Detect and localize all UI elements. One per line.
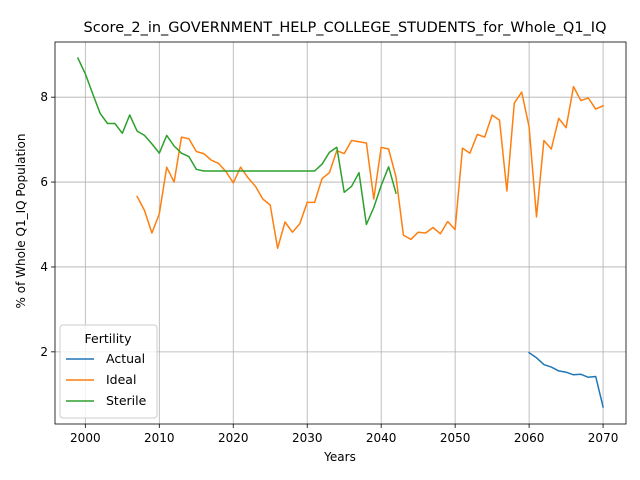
x-tick-label: 2000 (70, 431, 101, 445)
y-tick-label: 2 (40, 345, 48, 359)
x-tick-label: 2010 (144, 431, 175, 445)
chart-title: Score_2_in_GOVERNMENT_HELP_COLLEGE_STUDE… (84, 20, 607, 36)
x-tick-label: 2030 (292, 431, 323, 445)
x-tick-label: 2020 (218, 431, 249, 445)
x-tick-label: 2040 (366, 431, 397, 445)
x-axis-label: Years (323, 450, 356, 464)
x-tick-label: 2070 (588, 431, 619, 445)
y-tick-label: 4 (40, 260, 48, 274)
series-line-actual (528, 351, 605, 408)
legend-title: Fertility (85, 331, 133, 346)
legend-box (59, 324, 158, 419)
series-line-ideal (136, 85, 605, 250)
legend-label-actual: Actual (106, 351, 145, 366)
legend: Fertility Actual Ideal Sterile (59, 324, 158, 419)
legend-label-ideal: Ideal (106, 372, 136, 387)
axis-ticks: 2000 2010 2020 2030 2040 2050 2060 2070 2 4 6 8 (40, 90, 618, 445)
y-axis-label: % of Whole Q1_IQ Population (14, 134, 28, 309)
series-lines (76, 57, 605, 408)
y-tick-label: 8 (40, 90, 48, 104)
y-tick-label: 6 (40, 175, 48, 189)
plot-area-frame (54, 41, 627, 425)
x-tick-label: 2050 (440, 431, 471, 445)
series-line-sterile (76, 57, 397, 226)
x-tick-label: 2060 (514, 431, 545, 445)
legend-label-sterile: Sterile (106, 393, 147, 408)
